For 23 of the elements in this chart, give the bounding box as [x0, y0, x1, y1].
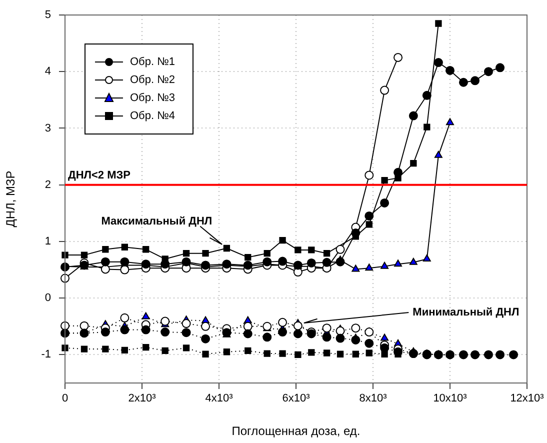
y-tick-label: 2: [44, 178, 51, 191]
annotation: Максимальный ДНЛ: [101, 215, 212, 228]
y-tick-label: -1: [41, 348, 51, 361]
x-axis-title: Поглощенная доза, ед.: [232, 424, 360, 438]
x-tick-label: 10x10³: [433, 392, 468, 405]
legend-label: Обр. №2: [130, 74, 176, 86]
x-tick-label: 2x10³: [128, 392, 156, 405]
y-tick-label: 0: [44, 292, 51, 304]
legend-label: Обр. №4: [130, 110, 176, 122]
legend-label: Обр. №3: [130, 92, 176, 104]
x-tick-label: 0: [62, 392, 68, 405]
y-tick-label: 1: [44, 235, 51, 248]
x-tick-label: 6x10³: [282, 392, 310, 405]
y-tick-label: 5: [44, 9, 51, 22]
x-tick-label: 12x10³: [510, 392, 544, 405]
y-tick-label: 3: [44, 122, 51, 134]
x-tick-label: 8x10³: [359, 392, 388, 405]
ref-line-label: ДНЛ<2 МЗР: [68, 169, 130, 182]
annotation: Минимальный ДНЛ: [412, 306, 520, 319]
y-tick-label: 4: [44, 66, 51, 78]
x-tick-label: 4x10³: [205, 392, 234, 405]
y-axis-title: ДНЛ, МЗР: [4, 170, 18, 228]
legend-label: Обр. №1: [130, 56, 176, 68]
